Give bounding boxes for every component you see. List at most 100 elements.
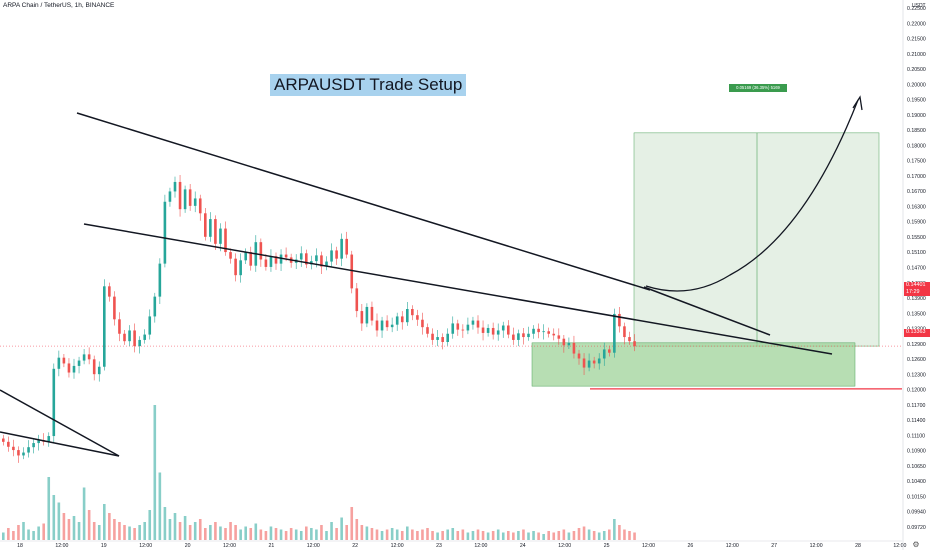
price-tick-label: 0.22000 (907, 21, 926, 27)
candle-body (623, 326, 626, 338)
volume-bar (7, 528, 10, 540)
volume-bar (97, 525, 101, 540)
volume-bar (416, 531, 419, 540)
volume-bar (406, 526, 409, 540)
candle-body (183, 189, 187, 210)
volume-bar (446, 529, 449, 540)
volume-bar (315, 529, 318, 540)
candle-body (168, 191, 172, 202)
candle-body (537, 328, 540, 333)
candle-body (193, 198, 197, 206)
candle-body (436, 337, 439, 340)
candle-body (345, 238, 348, 255)
candle-body (82, 354, 86, 361)
volume-bar (441, 531, 444, 540)
candle-body (350, 254, 354, 289)
candle-body (123, 333, 126, 342)
volume-bar (52, 495, 56, 540)
volume-bar (395, 529, 399, 540)
candle-body (274, 256, 278, 264)
volume-bar (501, 532, 505, 540)
volume-bar (320, 525, 323, 540)
candle-body (567, 342, 571, 346)
volume-bar (537, 532, 540, 540)
candle-body (572, 342, 576, 354)
time-tick-label: 26 (688, 543, 694, 549)
volume-bar (507, 531, 510, 540)
countdown-tag: 17:29 (904, 289, 930, 296)
volume-bar (436, 532, 439, 540)
candle-body (12, 446, 15, 451)
volume-bar (188, 525, 192, 540)
candle-body (108, 286, 111, 297)
candle-body (471, 320, 475, 325)
volume-bar (62, 513, 66, 540)
price-tick-label: 0.14700 (907, 266, 926, 272)
volume-bar (365, 526, 369, 540)
candle-body (527, 333, 530, 338)
volume-bar (310, 528, 313, 540)
volume-bar (597, 532, 601, 540)
volume-bar (37, 526, 40, 540)
volume-bar (547, 531, 550, 540)
candle-body (57, 357, 61, 369)
candle-body (133, 330, 136, 347)
candle-body (72, 365, 76, 373)
setup-title: ARPAUSDT Trade Setup (270, 74, 467, 96)
candle-body (385, 320, 389, 328)
volume-bar (557, 531, 561, 540)
candle-body (597, 358, 601, 364)
volume-bar (451, 528, 455, 540)
volume-bar (602, 531, 606, 540)
volume-bar (77, 522, 81, 540)
price-tick-label: 0.10400 (907, 479, 926, 485)
candle-body (426, 327, 429, 334)
volume-bar (42, 523, 45, 540)
price-tick-label: 0.18000 (907, 143, 926, 149)
price-tick-label: 0.11100 (907, 433, 925, 439)
candle-body (118, 319, 121, 334)
time-tick-label: 18 (17, 543, 23, 549)
volume-bar (72, 516, 76, 540)
price-tick-label: 0.20000 (907, 82, 926, 88)
volume-bar (299, 531, 303, 540)
candle-body (512, 334, 515, 340)
candle-body (325, 261, 328, 267)
price-tick-label: 0.18500 (907, 128, 926, 134)
volume-bar (108, 513, 111, 540)
volume-bar (340, 517, 343, 540)
candle-body (279, 254, 283, 264)
time-tick-label: 12:00 (55, 543, 68, 549)
price-tick-label: 0.11700 (907, 403, 925, 409)
candle-body (198, 198, 202, 214)
volume-bar (239, 529, 242, 540)
volume-bar (183, 516, 187, 540)
volume-bar (400, 531, 404, 540)
volume-bar (173, 513, 177, 540)
candle-body (602, 349, 606, 359)
candle-body (375, 320, 379, 331)
volume-bar (496, 529, 500, 540)
candle-body (224, 228, 227, 253)
price-tick-label: 0.12600 (907, 357, 926, 363)
candle-body (441, 337, 444, 342)
time-tick-label: 20 (185, 543, 191, 549)
gear-icon[interactable]: ⚙ (912, 540, 920, 549)
volume-bar (133, 528, 136, 540)
candle-body (370, 306, 374, 321)
volume-bar (522, 529, 525, 540)
candle-body (355, 288, 359, 312)
candle-body (52, 368, 56, 437)
candle-body (451, 323, 455, 334)
volume-bar (577, 528, 581, 540)
price-tick-label: 0.20500 (907, 67, 926, 73)
price-tick-label: 0.16700 (907, 189, 926, 195)
candle-body (406, 309, 409, 323)
volume-bar (22, 522, 25, 540)
candle-body (608, 349, 611, 353)
volume-bar (249, 528, 253, 540)
price-tick-label: 0.10650 (907, 464, 926, 470)
time-tick-label: 24 (520, 543, 526, 549)
